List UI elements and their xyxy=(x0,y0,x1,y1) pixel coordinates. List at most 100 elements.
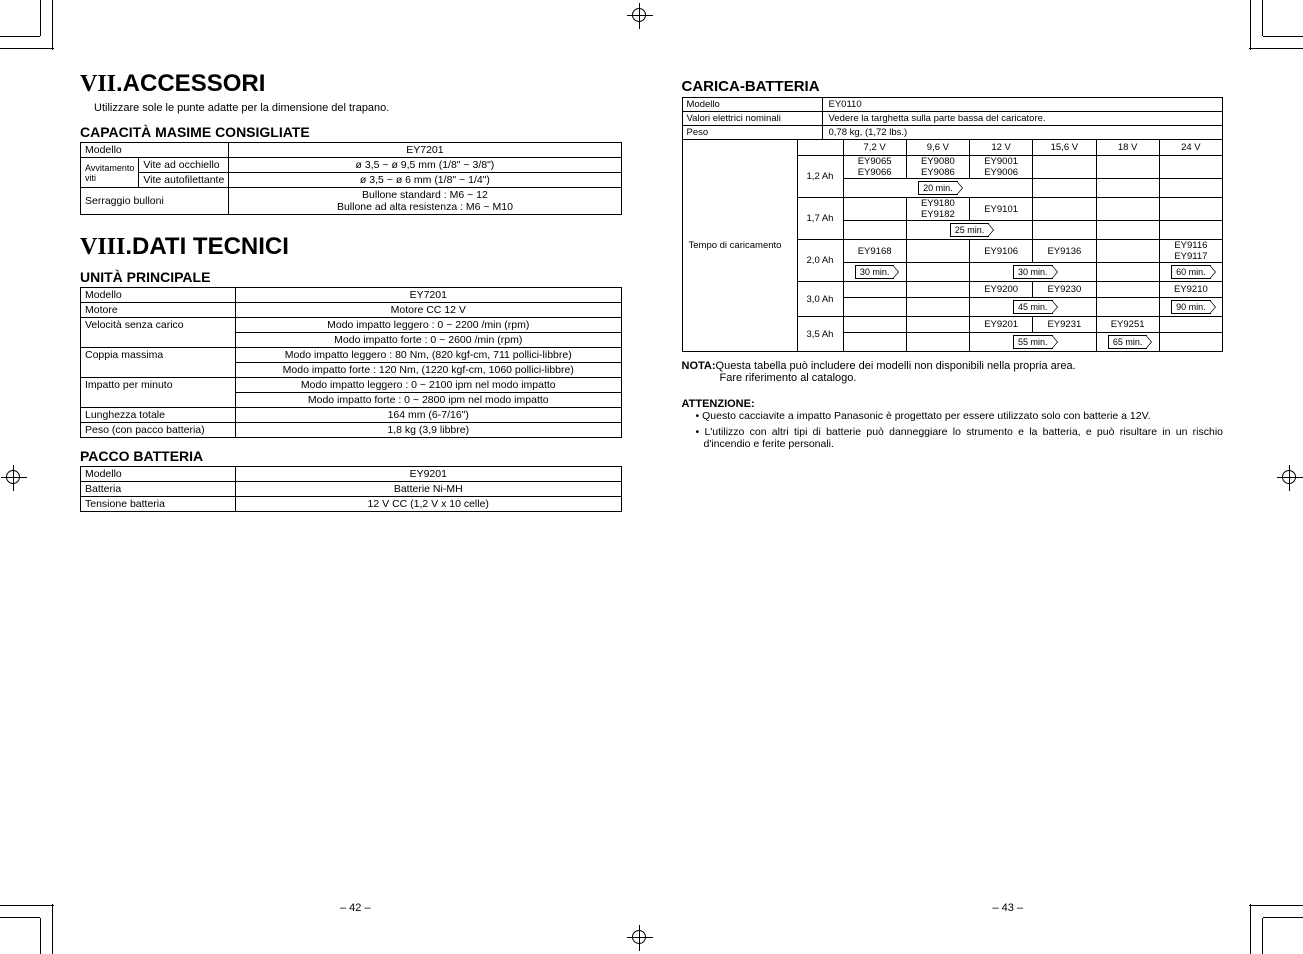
model-cell xyxy=(1033,198,1096,221)
unita-heading: UNITÀ PRINCIPALE xyxy=(80,269,622,285)
registration-mark xyxy=(6,470,20,484)
model-cell xyxy=(1096,282,1159,298)
unita-table: ModelloEY7201 MotoreMotore CC 12 V Veloc… xyxy=(80,287,622,438)
charger-table: ModelloEY0110 Valori elettrici nominaliV… xyxy=(682,97,1224,352)
cap-serraggio-val: Bullone standard : M6 ~ 12 Bullone ad al… xyxy=(229,188,621,215)
volt-header: 9,6 V xyxy=(906,140,969,156)
ah-label: 2,0 Ah xyxy=(797,240,843,282)
cap-autofilettante-val: ø 3,5 ~ ø 6 mm (1/8" ~ 1/4") xyxy=(229,173,621,188)
crop-mark xyxy=(1262,918,1263,954)
crop-mark xyxy=(1263,36,1303,37)
page-number-right: – 43 – xyxy=(992,902,1023,914)
model-cell xyxy=(1096,156,1159,179)
crop-mark xyxy=(1250,0,1251,50)
capacita-table: Modello EY7201 Avvitamento viti Vite ad … xyxy=(80,142,622,215)
crop-mark xyxy=(0,917,40,918)
nota: NOTA:Questa tabella può includere dei mo… xyxy=(682,360,1224,384)
volt-header: 7,2 V xyxy=(843,140,906,156)
model-cell xyxy=(1033,156,1096,179)
crop-mark xyxy=(1250,904,1251,954)
model-cell: EY9180EY9182 xyxy=(906,198,969,221)
model-cell xyxy=(1159,317,1222,333)
cap-autofilettante: Vite autofilettante xyxy=(139,173,229,188)
model-cell: EY9251 xyxy=(1096,317,1159,333)
ah-label: 1,7 Ah xyxy=(797,198,843,240)
model-cell: EY9080EY9086 xyxy=(906,156,969,179)
intro-text: Utilizzare sole le punte adatte per la d… xyxy=(94,102,622,114)
crop-mark xyxy=(1249,48,1303,49)
registration-mark xyxy=(1282,470,1296,484)
attenzione-list: Questo cacciavite a impatto Panasonic è … xyxy=(696,410,1224,450)
volt-header: 18 V xyxy=(1096,140,1159,156)
charge-time: 65 min. xyxy=(1096,333,1159,352)
pacco-heading: PACCO BATTERIA xyxy=(80,448,622,464)
ah-label: 3,5 Ah xyxy=(797,317,843,352)
cap-modello-val: EY7201 xyxy=(229,143,621,158)
crop-mark xyxy=(0,48,54,49)
model-cell: EY9116EY9117 xyxy=(1159,240,1222,263)
charge-time: 25 min. xyxy=(906,221,1033,240)
roman-vii: VII xyxy=(80,71,116,97)
crop-mark xyxy=(52,904,53,954)
charge-time: 30 min. xyxy=(843,263,906,282)
model-cell: EY9210 xyxy=(1159,282,1222,298)
cap-vite-occhiello: Vite ad occhiello xyxy=(139,158,229,173)
model-cell: EY9136 xyxy=(1033,240,1096,263)
model-cell xyxy=(906,317,969,333)
model-cell xyxy=(1096,240,1159,263)
ah-label: 1,2 Ah xyxy=(797,156,843,198)
model-cell xyxy=(1096,198,1159,221)
model-cell xyxy=(906,282,969,298)
model-cell xyxy=(843,198,906,221)
charge-time: 60 min. xyxy=(1159,263,1222,282)
cap-serraggio: Serraggio bulloni xyxy=(81,188,229,215)
charge-time: 90 min. xyxy=(1159,298,1222,317)
charge-time: 45 min. xyxy=(970,298,1097,317)
crop-mark xyxy=(1263,917,1303,918)
crop-mark xyxy=(1249,905,1303,906)
model-cell: EY9231 xyxy=(1033,317,1096,333)
model-cell: EY9101 xyxy=(970,198,1033,221)
attenzione-label: ATTENZIONE: xyxy=(682,398,1224,410)
charge-time: 30 min. xyxy=(970,263,1097,282)
bullet-1: Questo cacciavite a impatto Panasonic è … xyxy=(696,410,1224,422)
model-cell: EY9106 xyxy=(970,240,1033,263)
section-8-heading: VIII.DATI TECNICI xyxy=(80,233,622,261)
ah-label: 3,0 Ah xyxy=(797,282,843,317)
model-cell: EY9065EY9066 xyxy=(843,156,906,179)
model-cell: EY9230 xyxy=(1033,282,1096,298)
volt-header: 12 V xyxy=(970,140,1033,156)
section-7-heading: VII.ACCESSORI xyxy=(80,70,622,98)
model-cell xyxy=(906,240,969,263)
model-cell xyxy=(843,282,906,298)
pacco-table: ModelloEY9201 BatteriaBatterie Ni-MH Ten… xyxy=(80,466,622,512)
model-cell xyxy=(843,317,906,333)
registration-mark xyxy=(632,930,646,944)
right-page: CARICA-BATTERIA ModelloEY0110 Valori ele… xyxy=(682,70,1224,512)
volt-header: 24 V xyxy=(1159,140,1222,156)
volt-header: 15,6 V xyxy=(1033,140,1096,156)
tempo-label: Tempo di caricamento xyxy=(682,140,797,352)
crop-mark xyxy=(1262,0,1263,36)
crop-mark xyxy=(0,905,54,906)
model-cell: EY9168 xyxy=(843,240,906,263)
crop-mark xyxy=(40,918,41,954)
crop-mark xyxy=(0,36,40,37)
charge-time: 20 min. xyxy=(843,179,1033,198)
crop-mark xyxy=(52,0,53,50)
crop-mark xyxy=(40,0,41,36)
registration-mark xyxy=(632,8,646,22)
left-page: VII.ACCESSORI Utilizzare sole le punte a… xyxy=(80,70,622,512)
model-cell: EY9001EY9006 xyxy=(970,156,1033,179)
capacita-heading: CAPACITÀ MASIME CONSIGLIATE xyxy=(80,124,622,140)
page-number-left: – 42 – xyxy=(340,902,371,914)
charge-time: 55 min. xyxy=(970,333,1097,352)
cap-modello-label: Modello xyxy=(81,143,229,158)
bullet-2: L'utilizzo con altri tipi di batterie pu… xyxy=(696,426,1224,450)
carica-heading: CARICA-BATTERIA xyxy=(682,78,1224,95)
cap-avvitamento: Avvitamento viti xyxy=(81,158,139,188)
roman-viii: VIII xyxy=(80,234,125,260)
cap-vite-occhiello-val: ø 3,5 ~ ø 9,5 mm (1/8" ~ 3/8") xyxy=(229,158,621,173)
model-cell: EY9200 xyxy=(970,282,1033,298)
model-cell xyxy=(1159,156,1222,179)
